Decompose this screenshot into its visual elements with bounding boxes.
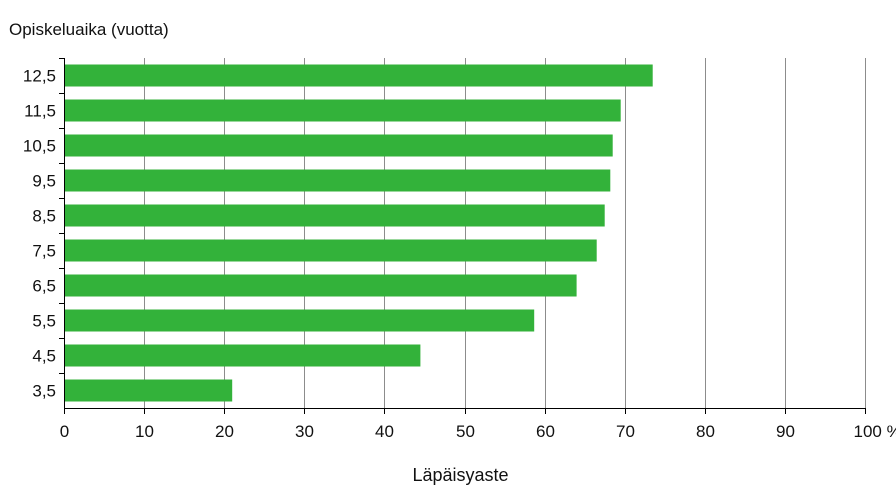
bar	[64, 309, 535, 332]
y-tick-label: 7,5	[32, 242, 56, 261]
bar	[64, 204, 605, 227]
x-tick-label: 90	[776, 422, 795, 441]
x-tick-label: 60	[536, 422, 555, 441]
bar	[64, 274, 577, 297]
y-tick-label: 12,5	[23, 67, 56, 86]
bar	[64, 239, 597, 262]
y-tick-label: 3,5	[32, 382, 56, 401]
y-tick-label: 9,5	[32, 172, 56, 191]
y-tick-label: 11,5	[24, 102, 56, 121]
bar	[64, 64, 653, 87]
y-tick-label: 8,5	[32, 207, 56, 226]
bar	[64, 99, 621, 122]
x-tick-label: 10	[135, 422, 154, 441]
bar	[64, 379, 233, 402]
bar	[64, 344, 421, 367]
y-tick-label: 10,5	[23, 137, 56, 156]
x-tick-label: 80	[696, 422, 715, 441]
x-tick-label: 50	[456, 422, 475, 441]
y-tick-label: 6,5	[32, 277, 56, 296]
x-tick-label: 0	[60, 422, 69, 441]
y-tick-label: 5,5	[32, 312, 56, 331]
x-tick-label: 30	[295, 422, 314, 441]
bar	[64, 169, 611, 192]
y-axis-title: Opiskeluaika (vuotta)	[9, 20, 169, 39]
x-tick-label: 100 %	[854, 422, 896, 441]
y-tick-label: 4,5	[32, 347, 56, 366]
bar	[64, 134, 613, 157]
x-tick-label: 20	[215, 422, 234, 441]
x-tick-label: 40	[375, 422, 394, 441]
x-tick-label: 70	[616, 422, 635, 441]
x-axis-title: Läpäisyaste	[412, 465, 509, 485]
